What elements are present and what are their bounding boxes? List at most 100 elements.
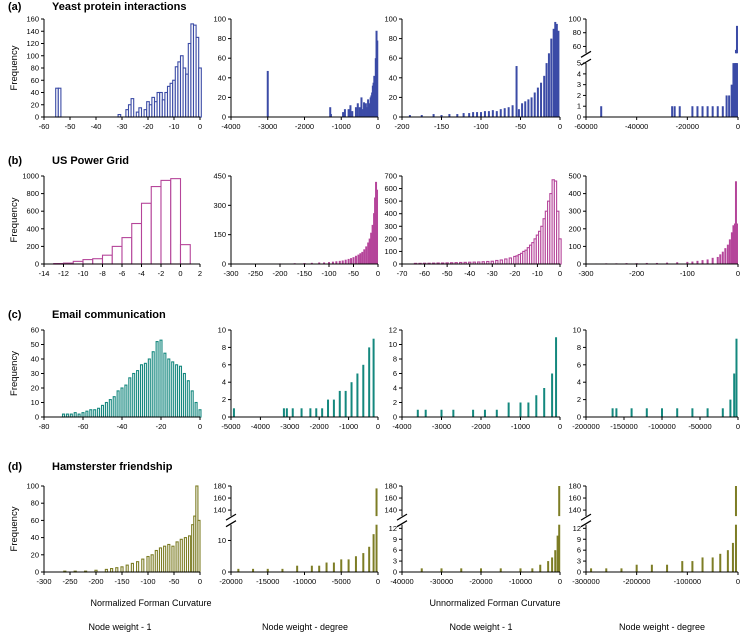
bar bbox=[93, 409, 97, 418]
x-tick-label: -300 bbox=[578, 269, 593, 278]
bar bbox=[491, 110, 494, 117]
bar bbox=[112, 396, 116, 418]
y-tick-label: 0 bbox=[577, 568, 581, 577]
bar bbox=[605, 568, 608, 572]
bar bbox=[701, 557, 704, 572]
x-axis-title-normalized: Normalized Forman Curvature bbox=[90, 598, 211, 608]
bar bbox=[555, 337, 558, 417]
x-tick-label: -200 bbox=[272, 269, 287, 278]
x-tick-label: -100000 bbox=[674, 577, 702, 586]
bar bbox=[371, 224, 374, 264]
bar bbox=[551, 557, 554, 572]
bar-upper bbox=[558, 486, 561, 517]
bar bbox=[676, 408, 679, 417]
bar bbox=[188, 535, 192, 573]
bar bbox=[315, 408, 318, 417]
bar bbox=[558, 524, 561, 572]
panel-r3-c1: -20000 -15000 -10000 -5000 0 0 10 140 160 180 bbox=[213, 482, 380, 587]
bar bbox=[175, 364, 179, 418]
bar bbox=[540, 82, 543, 117]
y-tick-label: 20 bbox=[31, 550, 39, 559]
bar bbox=[611, 408, 614, 417]
y-tick-label: 40 bbox=[31, 355, 39, 364]
bar bbox=[154, 549, 158, 573]
x-tick-label: 0 bbox=[376, 122, 380, 131]
bar bbox=[507, 402, 510, 417]
bar-upper bbox=[375, 488, 378, 517]
bar bbox=[124, 384, 128, 418]
x-tick-label: -3000 bbox=[432, 422, 451, 431]
bar bbox=[728, 239, 731, 264]
x-tick-label: 0 bbox=[558, 122, 562, 131]
x-tick-label: -200 bbox=[629, 269, 644, 278]
x-tick-label: -20000 bbox=[469, 577, 492, 586]
panel-r3-c3: -300000 -200000 -100000 0 0 3 6 9 12 140 160 180 bbox=[568, 482, 740, 587]
bar bbox=[499, 568, 502, 572]
bar bbox=[530, 97, 533, 117]
bar bbox=[158, 547, 163, 573]
x-tick-label: -60 bbox=[78, 422, 89, 431]
y-tick-label: 140 bbox=[26, 27, 39, 36]
bar bbox=[368, 238, 371, 264]
bar bbox=[266, 568, 269, 572]
bar bbox=[456, 114, 459, 117]
y-tick-label: 6 bbox=[577, 360, 581, 369]
x-tick-label: -40 bbox=[117, 422, 128, 431]
x-tick-label: -150000 bbox=[610, 422, 638, 431]
y-tick-label: 200 bbox=[26, 242, 39, 251]
bar bbox=[183, 537, 188, 573]
bar bbox=[420, 115, 423, 117]
column-label: Node weight - 1 bbox=[88, 622, 151, 632]
x-tick-label: -50 bbox=[348, 269, 359, 278]
bar bbox=[499, 259, 503, 265]
bar bbox=[531, 568, 534, 572]
bar bbox=[368, 347, 371, 417]
x-tick-label: -6 bbox=[119, 269, 126, 278]
bar bbox=[190, 390, 194, 418]
bar bbox=[551, 373, 554, 417]
panel-r1-c2: -70 -60 -50 -40 -30 -20 -10 0 0 100 200 300 400 500 60… bbox=[384, 172, 562, 279]
bar bbox=[163, 545, 167, 573]
y-axis-label: Frequency bbox=[9, 351, 20, 396]
bar bbox=[716, 106, 719, 117]
x-tick-label: -30 bbox=[117, 122, 128, 131]
y-tick-label: 8 bbox=[393, 355, 397, 364]
y-tick-label: 160 bbox=[568, 494, 581, 503]
column-label: Node weight - degree bbox=[262, 622, 348, 632]
x-tick-label: -5000 bbox=[332, 577, 351, 586]
bar bbox=[140, 202, 152, 265]
bar bbox=[362, 364, 365, 417]
bar bbox=[101, 254, 113, 265]
bar bbox=[125, 564, 129, 573]
x-tick-label: -10000 bbox=[293, 577, 316, 586]
x-tick-label: -50 bbox=[169, 577, 180, 586]
bar bbox=[364, 103, 367, 117]
bar bbox=[734, 524, 737, 572]
bar bbox=[360, 97, 363, 117]
bar bbox=[321, 408, 324, 417]
x-tick-label: -200 bbox=[394, 122, 409, 131]
bar bbox=[291, 408, 294, 417]
panel-r3-c0: -300 -250 -200 -150 -100 -50 0 0 20 40 60 80 100 bbox=[26, 482, 202, 587]
x-tick-label: -40000 bbox=[390, 577, 413, 586]
bar bbox=[590, 568, 593, 572]
bar bbox=[170, 178, 182, 265]
y-tick-label: 80 bbox=[389, 34, 397, 43]
bar bbox=[182, 372, 186, 418]
x-tick-label: -150 bbox=[434, 122, 449, 131]
bar bbox=[724, 248, 727, 264]
bar bbox=[194, 401, 198, 418]
x-tick-label: 0 bbox=[198, 422, 202, 431]
bar bbox=[655, 262, 658, 264]
bar-upper bbox=[734, 49, 737, 54]
x-tick-label: -100 bbox=[680, 269, 695, 278]
bar bbox=[116, 390, 120, 418]
bar bbox=[155, 341, 159, 418]
y-tick-label: 4 bbox=[577, 378, 581, 387]
y-tick-label: 9 bbox=[577, 535, 581, 544]
bar bbox=[347, 258, 350, 264]
bar bbox=[323, 262, 326, 264]
bar bbox=[146, 555, 150, 573]
column-label: Node weight - 1 bbox=[449, 622, 512, 632]
bar bbox=[440, 568, 443, 572]
